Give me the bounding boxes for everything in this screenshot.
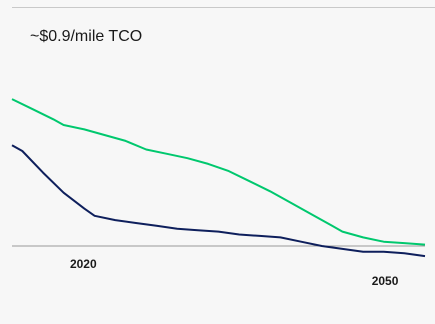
series-layer	[11, 98, 426, 258]
x-tick-label-2050: 2050	[372, 274, 399, 288]
series-line-1	[11, 98, 426, 246]
series-line-2	[11, 144, 426, 258]
top-divider	[12, 7, 435, 8]
chart-title: ~$0.9/mile TCO	[30, 28, 143, 45]
x-tick-label-2020: 2020	[70, 257, 97, 271]
